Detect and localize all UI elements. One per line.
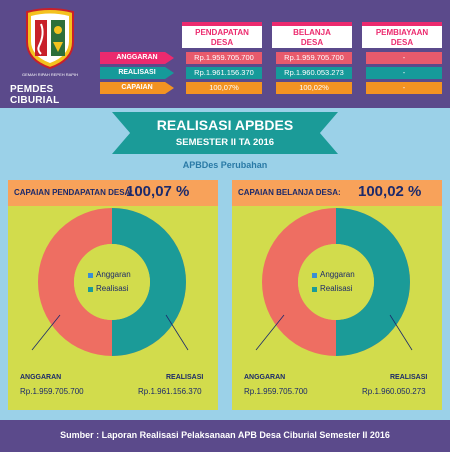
logo-caption: GEMAH RIPAH REPEH RAPIH bbox=[22, 72, 78, 77]
column-head-pendapatan: PENDAPATAN DESA bbox=[182, 22, 262, 48]
column-head-pembiayaan: PEMBIAYAAN DESA bbox=[362, 22, 442, 48]
legend-item-realisasi: Realisasi bbox=[88, 284, 131, 298]
panel-belanja: CAPAIAN BELANJA DESA: 100,02 % Anggaran … bbox=[232, 180, 442, 410]
donut-slice-realisasi bbox=[112, 208, 186, 356]
cell-realisasi-pendapatan: Rp.1.961.156.370 bbox=[186, 67, 262, 79]
legend: Anggaran Realisasi bbox=[312, 270, 355, 298]
donut-hole bbox=[74, 244, 150, 320]
annotation-realisasi-value: Rp.1.960.050.273 bbox=[362, 387, 426, 396]
legend: Anggaran Realisasi bbox=[88, 270, 131, 298]
cell-realisasi-pembiayaan: - bbox=[366, 67, 442, 79]
banner-note: APBDes Perubahan bbox=[182, 160, 268, 170]
column-head-belanja: BELANJA DESA bbox=[272, 22, 352, 48]
logo-shield-icon bbox=[26, 8, 74, 70]
annotation-anggaran-label: ANGGARAN bbox=[20, 374, 62, 381]
annotation-anggaran-label: ANGGARAN bbox=[244, 374, 286, 381]
footer: Sumber : Laporan Realisasi Pelaksanaan A… bbox=[0, 420, 450, 452]
cell-capaian-pembiayaan: - bbox=[366, 82, 442, 94]
annotation-realisasi-label: REALISASI bbox=[390, 374, 428, 381]
panel-header: CAPAIAN BELANJA DESA: 100,02 % bbox=[232, 180, 442, 206]
cell-capaian-pendapatan: 100,07% bbox=[186, 82, 262, 94]
annotation-realisasi-value: Rp.1.961.156.370 bbox=[138, 387, 202, 396]
legend-item-anggaran: Anggaran bbox=[312, 270, 355, 284]
donut-chart-pendapatan bbox=[31, 208, 189, 356]
banner-title: REALISASI APBDES bbox=[156, 117, 294, 133]
donut-chart-belanja bbox=[255, 208, 413, 356]
footer-source: Sumber : Laporan Realisasi Pelaksanaan A… bbox=[60, 430, 390, 440]
title-banner: REALISASI APBDES SEMESTER II TA 2016 bbox=[112, 112, 338, 154]
annotation-realisasi-label: REALISASI bbox=[166, 374, 204, 381]
cell-anggaran-pembiayaan: - bbox=[366, 52, 442, 64]
row-label-realisasi: REALISASI bbox=[100, 67, 174, 79]
logo-title: PEMDES CIBURIAL bbox=[10, 84, 60, 106]
legend-item-anggaran: Anggaran bbox=[88, 270, 131, 284]
cell-anggaran-belanja: Rp.1.959.705.700 bbox=[276, 52, 352, 64]
donut-hole bbox=[298, 244, 374, 320]
legend-item-realisasi: Realisasi bbox=[312, 284, 355, 298]
panel-value: 100,07 % bbox=[126, 183, 190, 200]
annotation-anggaran-value: Rp.1.959.705.700 bbox=[20, 387, 84, 396]
row-label-anggaran: ANGGARAN bbox=[100, 52, 174, 64]
row-label-capaian: CAPAIAN bbox=[100, 82, 174, 94]
donut-slice-realisasi bbox=[336, 208, 410, 356]
panel-pendapatan: CAPAIAN PENDAPATAN DESA: 100,07 % Anggar… bbox=[8, 180, 218, 410]
panel-label: CAPAIAN PENDAPATAN DESA: bbox=[14, 188, 133, 197]
annotation-anggaran-value: Rp.1.959.705.700 bbox=[244, 387, 308, 396]
cell-anggaran-pendapatan: Rp.1.959.705.700 bbox=[186, 52, 262, 64]
header: GEMAH RIPAH REPEH RAPIH PEMDES CIBURIAL … bbox=[0, 0, 450, 108]
panel-label: CAPAIAN BELANJA DESA: bbox=[238, 188, 341, 197]
panel-header: CAPAIAN PENDAPATAN DESA: 100,07 % bbox=[8, 180, 218, 206]
banner-subtitle: SEMESTER II TA 2016 bbox=[175, 137, 275, 148]
cell-capaian-belanja: 100,02% bbox=[276, 82, 352, 94]
panel-value: 100,02 % bbox=[358, 183, 422, 200]
cell-realisasi-belanja: Rp.1.960.053.273 bbox=[276, 67, 352, 79]
logo: GEMAH RIPAH REPEH RAPIH PEMDES CIBURIAL bbox=[10, 6, 92, 106]
